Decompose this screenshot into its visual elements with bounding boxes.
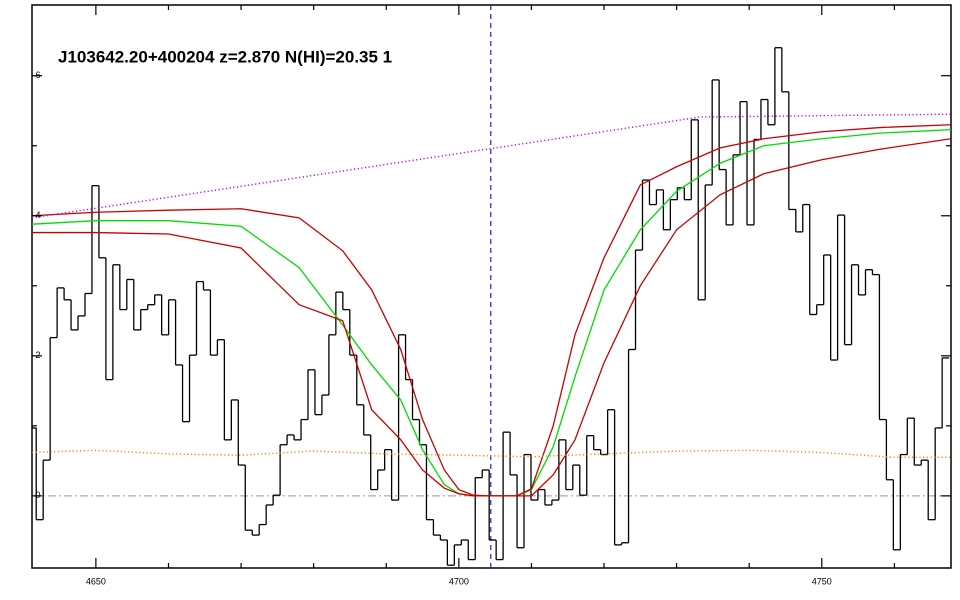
plot-frame <box>31 4 952 569</box>
x-tick-label: 4700 <box>449 576 469 586</box>
plot-area <box>32 5 951 568</box>
model-curve <box>32 124 951 497</box>
y-tick-label: 6 <box>35 70 40 80</box>
x-tick-label: 4650 <box>86 576 106 586</box>
axes: 4650 4700 4750 0 2 4 6 <box>32 5 951 586</box>
model-curve <box>32 128 951 497</box>
chart-title: J103642.20+400204 z=2.870 N(HI)=20.35 1 <box>58 47 392 66</box>
model-curve <box>32 138 951 497</box>
y-tick-label: 4 <box>35 210 40 220</box>
dotted-curve <box>32 449 951 459</box>
y-tick-label: 2 <box>35 350 40 360</box>
y-tick-label: 0 <box>35 490 40 500</box>
dotted-curve <box>32 113 951 219</box>
x-tick-label: 4750 <box>812 576 832 586</box>
